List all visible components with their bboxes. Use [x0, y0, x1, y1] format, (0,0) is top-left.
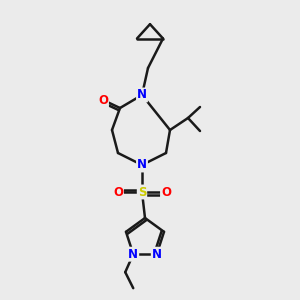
Text: N: N — [152, 248, 162, 261]
Text: N: N — [137, 88, 147, 101]
Text: O: O — [161, 185, 171, 199]
Text: O: O — [98, 94, 108, 106]
Text: S: S — [138, 185, 146, 199]
Text: N: N — [137, 158, 147, 172]
Text: O: O — [113, 185, 123, 199]
Text: N: N — [128, 248, 138, 261]
